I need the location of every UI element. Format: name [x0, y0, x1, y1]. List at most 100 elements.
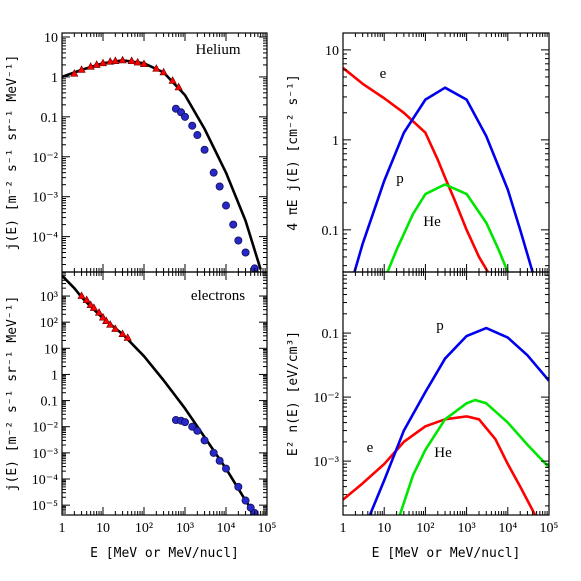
frame: [342, 32, 550, 273]
y-tick-label: 1: [51, 368, 58, 383]
curve: [386, 183, 510, 272]
circle-point: [180, 112, 189, 121]
y-axis-label: j(E) [m⁻² s⁻¹ sr⁻¹ MeV⁻¹]: [5, 296, 20, 492]
triangle-point: [92, 60, 101, 68]
series-label: He: [423, 214, 441, 230]
x-tick-label: 1: [340, 521, 347, 536]
series-label: He: [434, 445, 452, 461]
x-tick-label: 10⁵: [540, 521, 559, 536]
triangle-point: [123, 333, 132, 341]
triangle-point: [118, 55, 127, 64]
triangle-point: [86, 62, 95, 70]
triangle-point: [98, 58, 108, 67]
series-label: e: [367, 440, 374, 456]
triangle-point: [77, 291, 86, 299]
triangle-point: [133, 57, 142, 66]
triangle-point: [168, 76, 177, 84]
x-tick-label: 10²: [135, 521, 153, 536]
triangle-point: [174, 82, 183, 91]
y-tick-label: 10⁻²: [32, 421, 58, 436]
circle-point: [234, 482, 243, 491]
circle-point: [241, 248, 250, 257]
annotation: Helium: [196, 42, 241, 58]
panel: 1 10 10² 10³ 10⁴ 10⁵ 0.1 10⁻² 10⁻³ e p He E² n(E) [e…: [286, 271, 559, 561]
panel: 10 1 0.1 10⁻² 10⁻³ 10⁻⁴ Helium j(E) [m⁻² s⁻¹ sr…: [5, 31, 268, 273]
y-axis-label: E² n(E) [eV/cm³]: [286, 331, 301, 456]
plot-area: [343, 326, 549, 515]
panel: 1 10 10² 10³ 10⁴ 10⁵ 10³ 10² 10 1 0.1 10⁻² 10⁻³ 10⁻⁴ 1…: [5, 271, 277, 561]
plot-area: [62, 55, 262, 272]
circle-point: [193, 426, 202, 435]
y-tick-label: 10: [44, 31, 58, 46]
curve: [343, 66, 490, 272]
triangle-point: [159, 67, 168, 76]
y-tick-label: 10²: [40, 316, 58, 331]
y-tick-label: 10⁻²: [32, 151, 58, 166]
circle-point: [200, 436, 209, 445]
triangle-point: [127, 56, 136, 64]
y-tick-label: 10: [325, 44, 339, 59]
x-axis-label: E [MeV or MeV/nucl]: [372, 546, 521, 561]
triangle-point: [102, 316, 111, 324]
x-tick-label: 10⁵: [258, 521, 277, 536]
triangle-point: [152, 64, 161, 72]
y-tick-label: 10: [44, 342, 58, 357]
y-tick-label: 0.1: [41, 395, 59, 410]
frame: [61, 271, 268, 516]
x-tick-label: 10³: [176, 521, 194, 536]
series-label: e: [380, 66, 387, 82]
x-tick-label: 10: [96, 521, 110, 536]
circle-point: [209, 448, 218, 457]
y-tick-label: 10⁻⁵: [32, 499, 58, 514]
y-tick-label: 10⁻⁴: [32, 231, 58, 246]
circle-point: [221, 201, 230, 210]
circle-point: [180, 418, 189, 427]
y-tick-label: 1: [51, 71, 58, 86]
y-axis-label: 4 πE j(E) [cm⁻² s⁻¹]: [286, 74, 301, 231]
circle-point: [193, 131, 202, 140]
circle-point: [188, 121, 197, 130]
triangle-point: [111, 56, 120, 64]
circle-point: [234, 236, 243, 245]
curve: [62, 59, 262, 270]
triangle-point: [111, 324, 120, 332]
triangle-point: [94, 308, 104, 316]
curve: [353, 86, 534, 272]
circle-point: [241, 496, 250, 505]
triangle-point: [77, 65, 86, 73]
annotation: electrons: [191, 288, 245, 304]
y-tick-label: 10⁻³: [313, 455, 339, 470]
y-tick-label: 10³: [40, 290, 58, 305]
triangle-point: [89, 303, 99, 311]
x-axis-label: E [MeV or MeV/nucl]: [90, 546, 239, 561]
circle-point: [209, 168, 218, 177]
y-tick-label: 0.1: [322, 224, 340, 239]
y-tick-label: 10⁻³: [32, 191, 58, 206]
curve: [398, 398, 549, 515]
y-tick-label: 0.1: [41, 111, 59, 126]
x-tick-label: 10²: [416, 521, 434, 536]
triangle-point: [82, 295, 91, 303]
triangle-point: [70, 69, 79, 77]
triangle-point: [106, 320, 115, 328]
y-tick-label: 0.1: [322, 327, 340, 342]
y-tick-label: 1: [332, 134, 339, 149]
x-tick-label: 1: [59, 521, 66, 536]
curve: [62, 274, 256, 515]
series-label: p: [436, 318, 444, 334]
x-tick-label: 10³: [457, 521, 475, 536]
curve: [368, 326, 549, 515]
x-tick-label: 10: [377, 521, 391, 536]
panel: 10 1 0.1 e p He 4 πE j(E) [cm⁻² s⁻¹]: [286, 32, 550, 273]
series-label: p: [396, 171, 404, 187]
plot-area: [343, 66, 534, 272]
frame: [342, 271, 550, 516]
circle-point: [215, 456, 224, 465]
triangle-point: [139, 59, 149, 67]
circle-point: [200, 145, 209, 154]
triangle-point: [118, 329, 127, 337]
circle-point: [188, 422, 197, 431]
y-axis-label: j(E) [m⁻² s⁻¹ sr⁻¹ MeV⁻¹]: [5, 55, 20, 251]
plot-area: [62, 274, 259, 515]
circle-point: [229, 220, 238, 229]
